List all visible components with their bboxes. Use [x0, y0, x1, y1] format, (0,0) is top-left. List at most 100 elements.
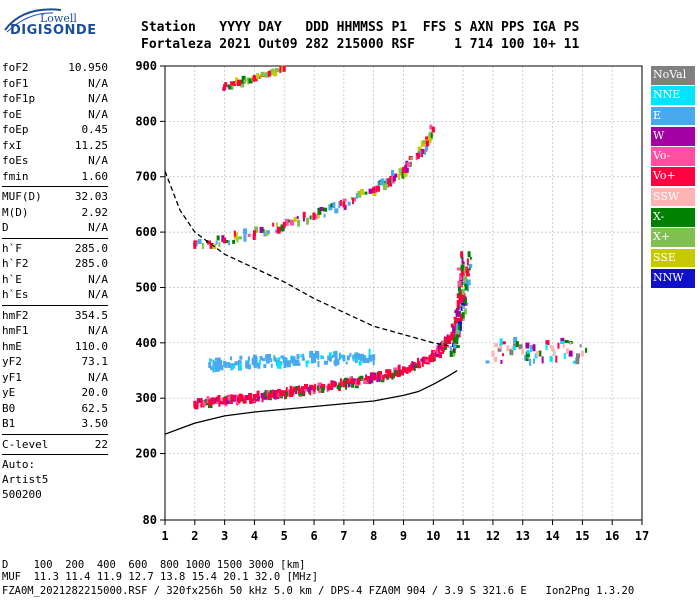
param-value: 11.25 — [74, 138, 108, 152]
echo-point — [460, 303, 463, 311]
param-row-hmf1: hmF1 N/A — [2, 323, 108, 339]
echo-point — [355, 192, 358, 199]
echo-point — [342, 198, 347, 202]
echo-point — [281, 65, 284, 73]
echo-point — [201, 243, 204, 250]
echo-point — [458, 317, 462, 321]
echo-point — [336, 385, 340, 390]
echo-point — [296, 362, 301, 366]
echo-point — [457, 300, 460, 305]
echo-point — [318, 389, 323, 393]
echo-point — [234, 361, 239, 366]
echo-point — [260, 71, 265, 77]
echo-point — [305, 360, 310, 364]
param-label: yF2 — [2, 355, 22, 368]
y-tick-label: 900 — [135, 59, 157, 73]
echo-point — [244, 395, 249, 401]
echo-point — [328, 204, 333, 211]
echo-point — [454, 340, 459, 345]
echo-point — [319, 385, 322, 389]
echo-point — [296, 354, 300, 360]
echo-point — [245, 361, 250, 369]
y-tick-label: 800 — [135, 114, 157, 128]
echo-point — [362, 360, 367, 364]
echo-point — [392, 175, 396, 182]
echo-point — [231, 363, 235, 367]
trace-point — [312, 356, 316, 363]
echo-point — [309, 386, 312, 391]
echo-point — [317, 385, 320, 391]
echo-point — [430, 132, 433, 138]
echo-point — [453, 348, 456, 354]
echo-point — [216, 235, 220, 241]
param-label: foF2 — [2, 61, 29, 74]
echo-point — [465, 268, 470, 274]
echo-point — [247, 356, 250, 362]
true-height-profile — [164, 369, 458, 435]
trace-point — [357, 378, 361, 385]
echo-point — [275, 391, 279, 399]
echo-point — [200, 398, 203, 404]
echo-point — [295, 359, 300, 364]
param-value: 285.0 — [74, 241, 108, 255]
logo-main-text: DIGISONDE — [10, 23, 97, 38]
echo-point — [277, 357, 281, 361]
echo-point — [227, 362, 231, 368]
trace-point — [536, 350, 540, 357]
echo-point — [568, 350, 573, 357]
echo-point — [549, 355, 553, 362]
x-tick-label: 12 — [486, 529, 500, 543]
echo-point — [333, 350, 338, 357]
echo-point — [247, 364, 251, 370]
footer-file-info: FZA0M_2021282215000.RSF / 320fx256h 50 k… — [2, 585, 635, 597]
echo-point — [575, 357, 580, 365]
echo-point — [393, 372, 396, 379]
echo-point — [368, 354, 373, 361]
echo-point — [309, 350, 314, 358]
echo-point — [455, 345, 460, 349]
echo-point — [274, 357, 277, 363]
echo-point — [363, 355, 367, 363]
echo-point — [338, 352, 341, 360]
param-label: B0 — [2, 401, 16, 415]
x-tick-label: 17 — [635, 529, 649, 543]
echo-point — [499, 343, 503, 349]
echo-point — [276, 361, 281, 369]
echo-point — [466, 285, 469, 292]
echo-point — [469, 264, 473, 269]
echo-point — [391, 372, 394, 380]
echo-point — [280, 355, 285, 359]
trace-point — [342, 355, 346, 362]
echo-point — [233, 230, 236, 237]
trace-point — [416, 152, 420, 159]
echo-point — [422, 139, 427, 144]
echo-point — [259, 355, 263, 360]
echo-point — [526, 349, 530, 354]
param-row-fof1: foF1 N/A — [2, 76, 108, 92]
echo-point — [243, 79, 247, 84]
echo-point — [562, 343, 565, 349]
echo-point — [372, 190, 377, 197]
param-value: 285.0 — [74, 257, 108, 270]
echo-point — [363, 379, 368, 384]
echo-point — [309, 388, 312, 396]
echo-point — [232, 239, 236, 244]
trace-point — [342, 380, 346, 387]
echo-point — [386, 182, 389, 188]
echo-point — [228, 240, 231, 246]
trace-point — [223, 84, 227, 91]
echo-point — [307, 386, 310, 392]
echo-point — [389, 175, 393, 180]
param-label: yF1 — [2, 370, 22, 384]
echo-point — [328, 356, 332, 362]
echo-point — [406, 162, 411, 168]
echo-point — [237, 359, 241, 367]
x-tick-label: 9 — [400, 529, 407, 543]
echo-point — [339, 378, 342, 386]
echo-point — [425, 359, 430, 363]
echo-point — [236, 238, 239, 243]
echo-point — [209, 242, 214, 249]
logo-top-text: Lowell — [40, 12, 77, 25]
legend-item-x: X+ — [651, 228, 695, 247]
echo-point — [347, 201, 351, 206]
